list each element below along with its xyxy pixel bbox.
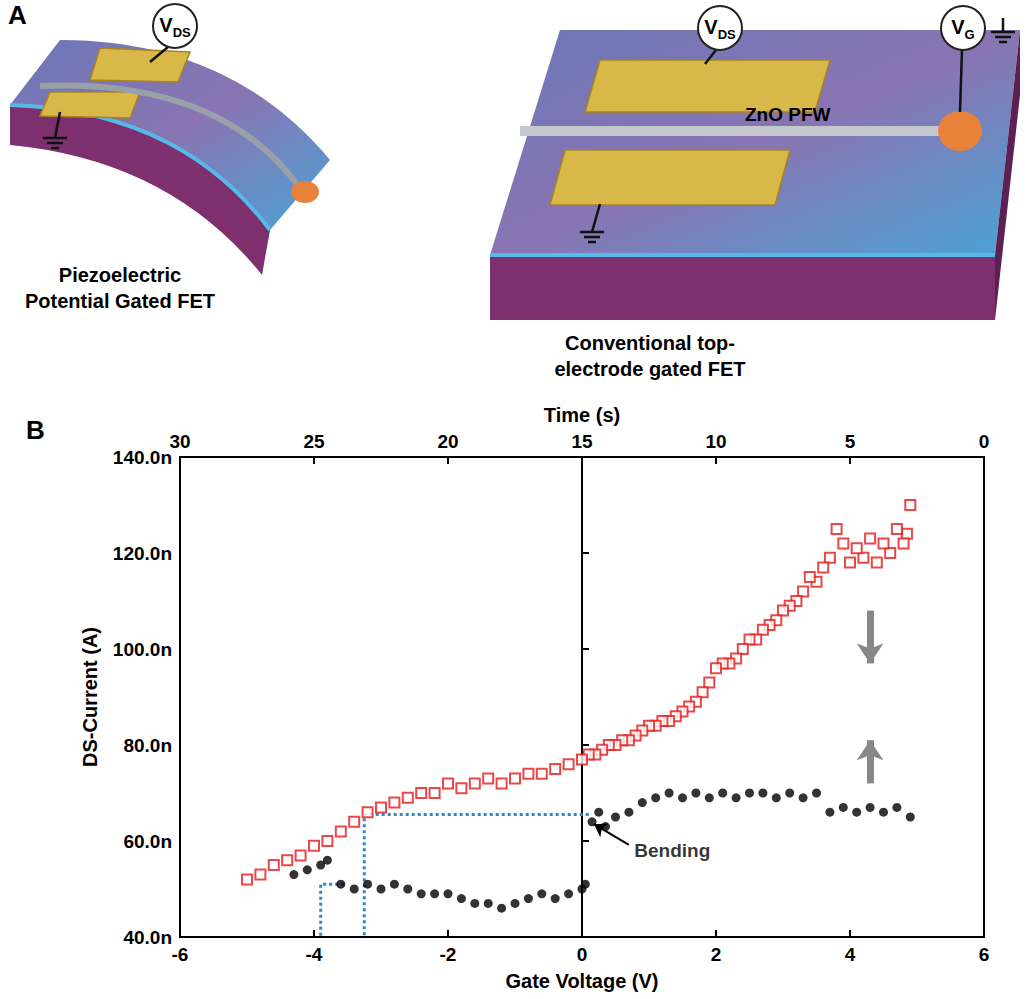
svg-text:0: 0 xyxy=(577,944,588,965)
svg-text:40.0n: 40.0n xyxy=(123,927,172,948)
svg-text:Potential Gated FET: Potential Gated FET xyxy=(25,290,215,312)
svg-text:electrode gated FET: electrode gated FET xyxy=(554,358,745,380)
svg-text:DS-Current (A): DS-Current (A) xyxy=(79,627,101,767)
svg-text:-4: -4 xyxy=(306,944,323,965)
svg-text:Bending: Bending xyxy=(634,840,710,861)
svg-text:4: 4 xyxy=(845,944,856,965)
svg-text:-6: -6 xyxy=(172,944,189,965)
svg-text:0: 0 xyxy=(979,431,990,452)
svg-text:15: 15 xyxy=(571,431,593,452)
svg-text:100.0n: 100.0n xyxy=(113,639,172,660)
svg-text:30: 30 xyxy=(169,431,190,452)
svg-text:Time (s): Time (s) xyxy=(544,404,620,426)
svg-text:2: 2 xyxy=(711,944,722,965)
svg-text:20: 20 xyxy=(437,431,458,452)
svg-text:VDS: VDS xyxy=(704,16,736,42)
svg-text:Conventional top-: Conventional top- xyxy=(565,332,735,354)
svg-text:A: A xyxy=(8,0,27,30)
svg-text:Gate Voltage (V): Gate Voltage (V) xyxy=(506,970,659,992)
svg-text:-2: -2 xyxy=(440,944,457,965)
svg-text:60.0n: 60.0n xyxy=(123,831,172,852)
svg-text:VG: VG xyxy=(951,16,974,42)
svg-text:10: 10 xyxy=(705,431,726,452)
svg-text:120.0n: 120.0n xyxy=(113,543,172,564)
svg-text:VDS: VDS xyxy=(159,14,191,40)
svg-text:B: B xyxy=(26,415,45,445)
svg-text:25: 25 xyxy=(303,431,325,452)
svg-text:6: 6 xyxy=(979,944,990,965)
svg-text:ZnO PFW: ZnO PFW xyxy=(745,104,831,125)
svg-text:140.0n: 140.0n xyxy=(113,447,172,468)
svg-text:5: 5 xyxy=(845,431,856,452)
svg-text:80.0n: 80.0n xyxy=(123,735,172,756)
svg-text:Piezoelectric: Piezoelectric xyxy=(59,264,181,286)
